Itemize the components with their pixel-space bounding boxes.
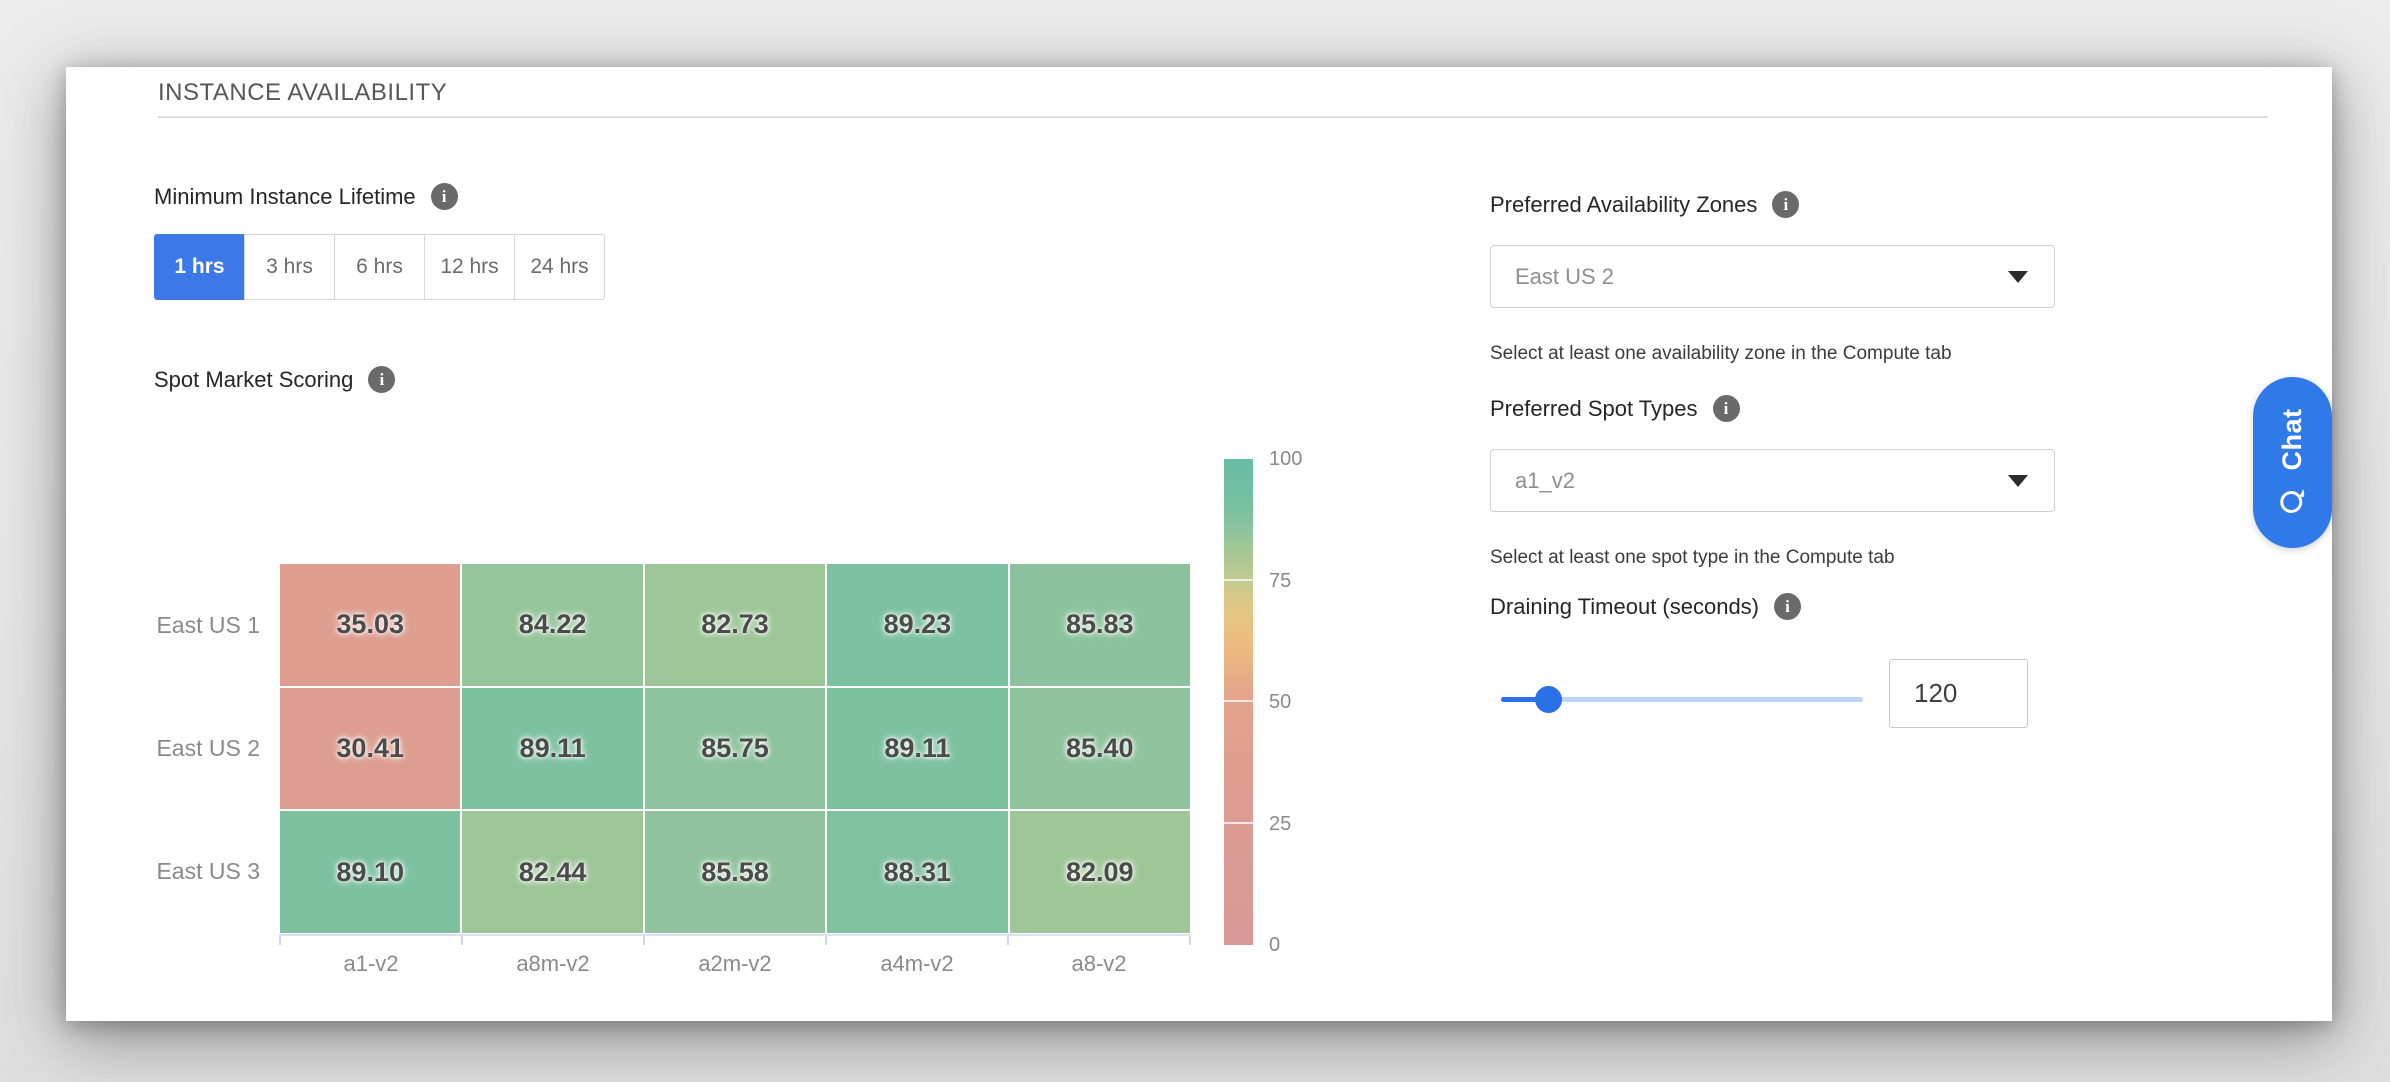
heatmap-row-labels: East US 1 East US 2 East US 3	[106, 564, 260, 933]
heatmap-cell: 89.11	[827, 687, 1008, 810]
heatmap-cell: 82.73	[644, 564, 826, 686]
draining-timeout-label-row: Draining Timeout (seconds) i	[1490, 593, 1802, 620]
chat-button-label: Chat	[2277, 408, 2307, 471]
preferred-zones-label: Preferred Availability Zones	[1490, 191, 1758, 217]
draining-timeout-label: Draining Timeout (seconds)	[1490, 593, 1760, 619]
heatmap-cell: 89.11	[462, 687, 643, 810]
preferred-spot-types-label: Preferred Spot Types	[1490, 395, 1698, 421]
heatmap-cell: 85.83	[1009, 564, 1190, 686]
info-icon[interactable]: i	[1772, 191, 1800, 218]
chevron-down-icon	[2008, 270, 2028, 283]
heatmap-axis-tick	[825, 936, 827, 945]
heatmap-row-label: East US 2	[156, 735, 260, 761]
colorbar-tick-label: 25	[1269, 812, 1292, 835]
preferred-zones-value: East US 2	[1515, 263, 1615, 289]
heatmap-cell: 88.31	[827, 811, 1008, 933]
colorbar-tick-label: 50	[1269, 691, 1292, 713]
heatmap-column-labels: a1-v2 a8m-v2 a2m-v2 a4m-v2 a8-v2	[280, 951, 1190, 977]
lifetime-option-12-hrs[interactable]: 12 hrs	[424, 234, 515, 300]
section-title: INSTANCE AVAILABILITY	[158, 79, 448, 106]
lifetime-option-3-hrs[interactable]: 3 hrs	[244, 234, 335, 300]
heatmap-colorbar	[1224, 459, 1253, 945]
lifetime-option-1-hrs[interactable]: 1 hrs	[154, 234, 245, 300]
heatmap-column-label: a4m-v2	[880, 951, 954, 976]
preferred-spot-types-value: a1_v2	[1515, 467, 1575, 493]
heatmap-cell: 35.03	[280, 564, 461, 686]
lifetime-option-24-hrs[interactable]: 24 hrs	[514, 234, 605, 300]
slider-fill	[1501, 697, 1549, 702]
draining-timeout-slider[interactable]	[1501, 686, 1863, 713]
lifetime-option-6-hrs[interactable]: 6 hrs	[334, 234, 425, 300]
heatmap-column-label: a2m-v2	[698, 951, 772, 976]
colorbar-separator	[1224, 578, 1253, 581]
spot-market-scoring-label: Spot Market Scoring	[154, 366, 354, 392]
heatmap-cell: 89.10	[280, 811, 461, 933]
min-instance-lifetime-label: Minimum Instance Lifetime	[154, 183, 416, 209]
info-icon[interactable]: i	[368, 366, 396, 393]
preferred-spot-types-helper: Select at least one spot type in the Com…	[1490, 547, 1895, 568]
preferred-zones-label-row: Preferred Availability Zones i	[1490, 191, 1800, 218]
preferred-spot-types-label-row: Preferred Spot Types i	[1490, 395, 1740, 422]
heatmap-cell: 82.09	[1009, 811, 1190, 933]
draining-timeout-input[interactable]	[1889, 659, 2028, 728]
colorbar-separator	[1224, 821, 1253, 824]
chevron-down-icon	[2008, 474, 2028, 487]
section-divider	[158, 116, 2268, 118]
min-instance-lifetime-label-row: Minimum Instance Lifetime i	[154, 183, 458, 210]
chat-bubble-icon	[2279, 489, 2304, 514]
heatmap-axis-tick	[1189, 936, 1191, 945]
heatmap-x-axis	[279, 934, 1191, 936]
heatmap-cell: 85.40	[1009, 687, 1190, 810]
heatmap-cell: 84.22	[462, 564, 643, 686]
heatmap-column-label: a8m-v2	[516, 951, 590, 976]
colorbar-tick-label: 0	[1269, 934, 1281, 956]
heatmap-column-label: a8-v2	[1071, 951, 1127, 976]
info-icon[interactable]: i	[1712, 395, 1740, 422]
heatmap-cell: 89.23	[827, 564, 1008, 686]
lifetime-button-group: 1 hrs 3 hrs 6 hrs 12 hrs 24 hrs	[154, 234, 605, 300]
heatmap-cell: 85.58	[644, 811, 826, 933]
instance-availability-panel: INSTANCE AVAILABILITY Minimum Instance L…	[66, 67, 2332, 1021]
info-icon[interactable]: i	[1774, 593, 1802, 620]
preferred-spot-types-dropdown[interactable]: a1_v2	[1490, 449, 2055, 512]
heatmap-axis-tick	[461, 936, 463, 945]
colorbar-tick-label: 75	[1269, 569, 1292, 592]
heatmap-cell: 85.75	[644, 687, 826, 810]
heatmap-cell: 82.44	[462, 811, 643, 933]
slider-thumb[interactable]	[1535, 686, 1563, 713]
heatmap-axis-tick	[1007, 936, 1009, 945]
spot-market-heatmap: 35.03 84.22 82.73 89.23 85.83 30.41 89.11 85.75…	[280, 564, 1190, 933]
spot-market-scoring-label-row: Spot Market Scoring i	[154, 366, 396, 393]
chat-button[interactable]: Chat	[2253, 377, 2332, 548]
preferred-zones-helper: Select at least one availability zone in…	[1490, 343, 1952, 364]
colorbar-separator	[1224, 700, 1253, 702]
info-icon[interactable]: i	[430, 183, 458, 210]
heatmap-column-label: a1-v2	[343, 951, 399, 976]
heatmap-axis-tick	[279, 936, 281, 945]
chat-button-content: Chat	[2253, 377, 2332, 548]
heatmap-axis-tick	[643, 936, 645, 945]
preferred-zones-dropdown[interactable]: East US 2	[1490, 245, 2055, 308]
heatmap-cell: 30.41	[280, 687, 461, 810]
colorbar-tick-label: 100	[1269, 448, 1303, 470]
heatmap-row-label: East US 3	[156, 858, 260, 884]
heatmap-row-label: East US 1	[156, 612, 260, 638]
